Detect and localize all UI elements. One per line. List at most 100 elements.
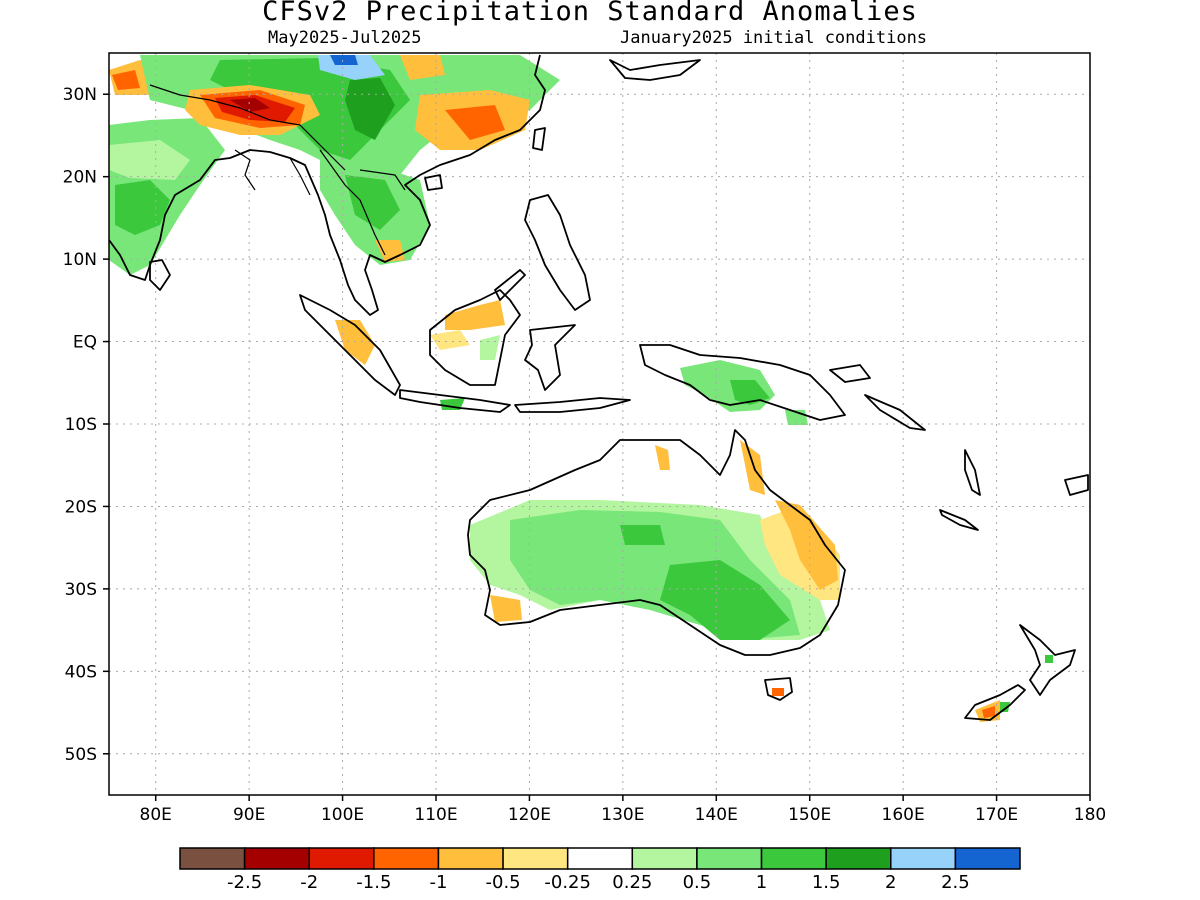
coast-new-guinea — [639, 344, 846, 421]
lon-tick-label: 170E — [975, 805, 1018, 825]
anomaly-patch-india-light — [109, 140, 190, 180]
coast-taiwan — [532, 127, 546, 151]
coast-new-britain — [829, 364, 871, 383]
anomaly-patch-nz-green — [1000, 702, 1010, 712]
anomaly-patch-china-dry-n — [400, 55, 445, 80]
colorbar-swatch — [954, 847, 1021, 870]
colorbar-label: -0.5 — [486, 872, 521, 893]
colorbar-label: 1.5 — [812, 872, 841, 893]
colorbar-swatch — [308, 847, 375, 870]
lat-tick-label: 50S — [65, 745, 97, 765]
lat-tick-label: EQ — [73, 333, 97, 353]
anomaly-patch-east-china-dry2 — [445, 105, 505, 140]
anomaly-patch-tibet-verywet — [330, 55, 358, 65]
lat-tick-label: 40S — [65, 662, 97, 682]
coast-borneo — [429, 289, 521, 386]
colorbar-label: 0.25 — [612, 872, 652, 893]
coastlines — [109, 54, 1089, 721]
anomaly-patch-aus-strong — [660, 560, 790, 640]
forecast-period: May2025-Jul2025 — [268, 28, 422, 48]
colorbar-swatch — [502, 847, 569, 870]
coast-palawan — [494, 269, 526, 301]
coast-nz-north — [1019, 624, 1076, 696]
colorbar-swatch — [179, 847, 246, 870]
anomaly-patch-himalaya-dry4 — [230, 98, 270, 112]
lon-tick-label: 180 — [1074, 805, 1106, 825]
colorbar-swatch — [437, 847, 504, 870]
colorbar: -2.5 -2 -1.5 -1 -0.5 -0.25 0.25 0.5 1 1.5 2 2.5 — [179, 847, 1021, 893]
axis-ticks: 30N 20N 10N EQ 10S 20S 30S 40S 50S 80E 90E 100E 110E… — [63, 85, 1107, 825]
colorbar-swatch — [243, 847, 310, 870]
lon-tick-label: 90E — [233, 805, 265, 825]
borders-asia — [149, 84, 406, 256]
lon-tick-label: 160E — [882, 805, 925, 825]
anomaly-patch-aus-strong2 — [620, 525, 665, 545]
colorbar-label: 1 — [756, 872, 767, 893]
anomaly-patch-sumatra-dry — [335, 320, 375, 365]
anomaly-shading — [109, 55, 1053, 722]
coast-asia-mainland — [109, 54, 546, 316]
anomaly-patch-tasmania — [772, 688, 784, 696]
coast-sulawesi — [524, 324, 576, 391]
coast-sumatra — [299, 294, 401, 396]
initial-conditions: January2025 initial conditions — [620, 28, 928, 48]
anomaly-patch-borneo-light — [430, 330, 470, 350]
anomaly-patch-nz-south2 — [982, 706, 995, 718]
anomaly-patch-aus-sw-dry — [490, 595, 522, 622]
coast-solomons — [864, 394, 926, 431]
coast-fiji — [1064, 474, 1089, 496]
colorbar-swatch — [825, 847, 892, 870]
colorbar-swatch — [566, 847, 634, 870]
lon-tick-label: 80E — [140, 805, 172, 825]
anomaly-patch-borneo-green — [480, 335, 500, 360]
lat-tick-label: 10S — [65, 415, 97, 435]
lat-tick-label: 30S — [65, 580, 97, 600]
lat-tick-label: 20S — [65, 497, 97, 517]
anomaly-patch-india-strong — [115, 180, 170, 235]
anomaly-patch-borneo-dry — [445, 300, 505, 330]
anomaly-patch-aus-ne-dry — [740, 440, 765, 495]
colorbar-label: -1 — [429, 872, 447, 893]
lat-tick-label: 20N — [63, 168, 97, 188]
colorbar-label: 2 — [885, 872, 896, 893]
coast-lesser-sunda — [514, 397, 631, 413]
anomaly-patch-indochina-strong — [345, 175, 400, 230]
coast-nz-south — [964, 684, 1026, 721]
coast-new-caledonia — [939, 509, 979, 531]
colorbar-label: 2.5 — [941, 872, 970, 893]
coast-hainan — [424, 174, 443, 191]
lat-tick-label: 10N — [63, 250, 97, 270]
colorbar-swatch — [631, 847, 698, 870]
map-title: CFSv2 Precipitation Standard Anomalies — [262, 0, 918, 27]
anomaly-patch-new-guinea-strong — [730, 380, 770, 405]
anomaly-patch-nw-dry2 — [112, 70, 140, 90]
colorbar-label: -2 — [300, 872, 318, 893]
coast-australia — [467, 429, 846, 656]
lat-tick-label: 30N — [63, 85, 97, 105]
lon-tick-label: 100E — [321, 805, 364, 825]
coast-java — [399, 389, 511, 413]
colorbar-swatch — [373, 847, 440, 870]
map-gridlines — [109, 53, 1090, 795]
lon-tick-label: 130E — [601, 805, 644, 825]
lon-tick-label: 140E — [695, 805, 738, 825]
coast-philippines — [524, 194, 591, 311]
colorbar-label: 0.5 — [683, 872, 712, 893]
anomaly-patch-nz-north — [1045, 655, 1053, 663]
coast-tasmania — [764, 677, 793, 701]
colorbar-label: -1.5 — [356, 872, 391, 893]
coast-sri-lanka — [149, 259, 171, 291]
colorbar-swatch — [890, 847, 957, 870]
coast-japan — [609, 59, 701, 81]
coast-vanuatu — [964, 449, 981, 496]
anomaly-patch-aus-n-dry — [655, 445, 670, 470]
lon-tick-label: 120E — [508, 805, 551, 825]
lon-tick-label: 150E — [788, 805, 831, 825]
colorbar-label: -0.25 — [544, 872, 591, 893]
colorbar-label: -2.5 — [227, 872, 262, 893]
colorbar-swatch — [696, 847, 763, 870]
anomaly-patch-tibet-dark — [345, 78, 395, 140]
anomaly-patch-aus-east-dry — [775, 500, 838, 590]
lon-tick-label: 110E — [414, 805, 457, 825]
